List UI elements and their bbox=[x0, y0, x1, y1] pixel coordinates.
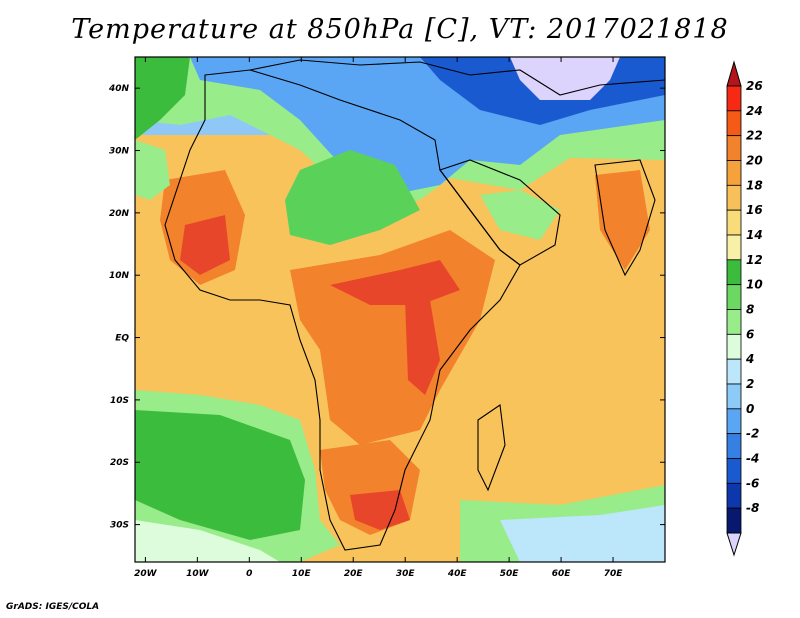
colorbar-swatch bbox=[726, 135, 742, 161]
colorbar-lower-arrow bbox=[726, 532, 742, 557]
y-tick-label: 30S bbox=[110, 521, 129, 531]
field-sahel-hot bbox=[330, 260, 460, 305]
arabia-coastline bbox=[439, 159, 561, 266]
colorbar-label: 2 bbox=[746, 377, 754, 391]
coastlines bbox=[164, 59, 665, 551]
y-tick-label: 10N bbox=[109, 271, 130, 281]
y-tick-label: 30N bbox=[109, 147, 130, 157]
y-tick-label: 10S bbox=[110, 396, 129, 406]
map-frame bbox=[134, 56, 666, 563]
colorbar-label: 6 bbox=[746, 327, 754, 341]
colorbar-label: 18 bbox=[746, 178, 763, 192]
y-tick-label: EQ bbox=[115, 334, 129, 344]
y-tick-label: 20S bbox=[110, 458, 129, 468]
mediterranean-coast bbox=[249, 59, 665, 96]
colorbar-label: 12 bbox=[746, 253, 763, 267]
field-arabia-green bbox=[480, 190, 560, 240]
x-tick-label: 40E bbox=[447, 569, 468, 579]
colorbar-label: 4 bbox=[745, 352, 754, 366]
field-westafrica-hot bbox=[180, 215, 230, 275]
grads-credit: GrADS: IGES/COLA bbox=[6, 602, 100, 612]
india-coastline bbox=[594, 159, 656, 277]
y-axis-ticks: 40N 30N 20N 10N EQ 10S 20S 30S bbox=[108, 84, 665, 531]
colorbar-label: 22 bbox=[746, 129, 763, 143]
x-tick-label: 50E bbox=[500, 569, 520, 579]
colorbar-label: 0 bbox=[746, 402, 754, 416]
africa-coastline bbox=[164, 69, 521, 551]
colorbar-swatch bbox=[726, 184, 742, 211]
colorbar-label: 16 bbox=[746, 203, 763, 217]
colorbar-swatch bbox=[726, 110, 742, 137]
x-tick-label: 20W bbox=[134, 569, 158, 579]
field-atlantic-north-green bbox=[135, 57, 190, 140]
colorbar-swatch bbox=[726, 160, 742, 186]
field-southafrica-hot bbox=[350, 490, 410, 530]
x-tick-label: 10E bbox=[292, 569, 312, 579]
colorbar-swatch bbox=[726, 85, 742, 112]
colorbar-label: 10 bbox=[746, 278, 763, 292]
colorbar-label: -8 bbox=[746, 501, 759, 515]
field-southatlantic-darkgreen bbox=[135, 410, 305, 540]
colorbar-swatch bbox=[726, 383, 742, 410]
field-atlantic-lightgreen bbox=[135, 140, 170, 200]
madagascar-coastline bbox=[477, 404, 506, 492]
field-india-warm bbox=[595, 170, 650, 270]
colorbar-swatch bbox=[726, 209, 742, 236]
x-tick-label: 20E bbox=[344, 569, 364, 579]
colorbar-swatch bbox=[726, 433, 742, 459]
colorbar-label: 20 bbox=[746, 154, 763, 168]
colorbar-swatch bbox=[726, 333, 742, 360]
x-tick-label: 0 bbox=[246, 569, 252, 579]
temperature-field bbox=[135, 57, 665, 562]
y-tick-label: 20N bbox=[109, 209, 130, 219]
x-tick-label: 60E bbox=[552, 569, 572, 579]
colorbar-swatch bbox=[726, 458, 742, 484]
colorbar-swatch bbox=[726, 309, 742, 335]
colorbar-swatch bbox=[726, 482, 742, 509]
field-southatlantic-mint bbox=[135, 520, 280, 562]
colorbar-label: -4 bbox=[746, 452, 759, 466]
field-indianocean-lightblue bbox=[500, 505, 665, 562]
colorbar-label: 24 bbox=[746, 104, 763, 118]
colorbar-upper-arrow bbox=[726, 60, 742, 87]
x-tick-label: 70E bbox=[604, 569, 624, 579]
colorbar-label: -6 bbox=[746, 476, 759, 490]
colorbar-swatch bbox=[726, 358, 742, 385]
x-tick-label: 10W bbox=[186, 569, 210, 579]
colorbar-label: 8 bbox=[746, 303, 754, 317]
colorbar-swatch bbox=[726, 408, 742, 435]
colorbar-label: 14 bbox=[746, 228, 763, 242]
chart-title: Temperature at 850hPa [C], VT: 201702181… bbox=[71, 14, 729, 45]
field-sahara-green bbox=[285, 150, 420, 245]
colorbar-swatch bbox=[726, 507, 742, 534]
y-tick-label: 40N bbox=[108, 84, 130, 94]
x-axis-ticks: 20W 10W 0 10E 20E 30E 40E 50E 60E 70E bbox=[134, 57, 623, 579]
field-eastafrica-hot bbox=[405, 300, 440, 395]
colorbar-swatch bbox=[726, 259, 742, 286]
colorbar-label: -2 bbox=[746, 427, 759, 441]
colorbar-swatch bbox=[726, 234, 742, 261]
field-anatolia-lavender bbox=[510, 57, 620, 100]
colorbar-label: 26 bbox=[746, 79, 763, 93]
colorbar-swatch bbox=[726, 284, 742, 310]
x-tick-label: 30E bbox=[396, 569, 416, 579]
